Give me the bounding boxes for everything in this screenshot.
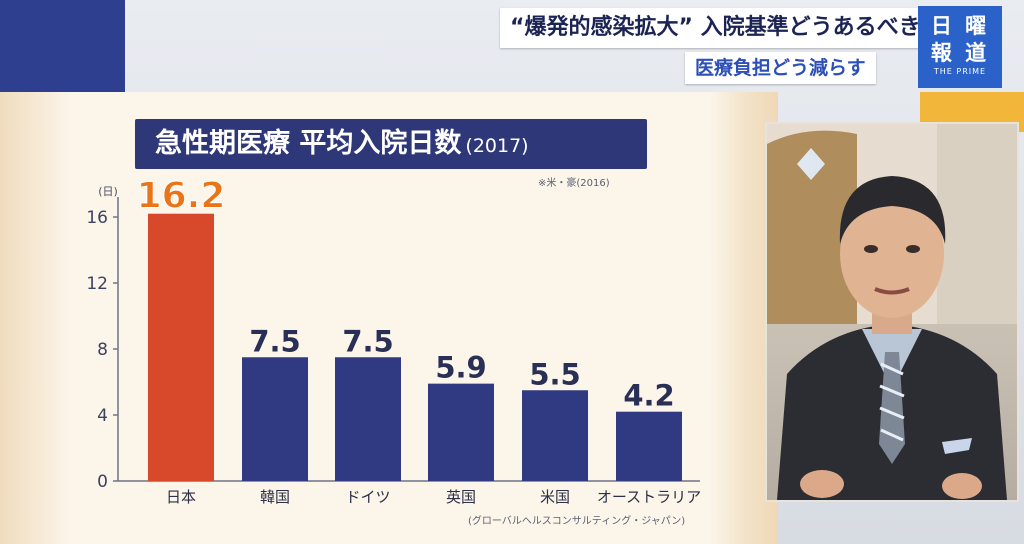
y-tick-label: 4 — [97, 406, 108, 426]
category-label: オーストラリア — [597, 488, 701, 506]
bar-value-label: 4.2 — [623, 379, 674, 413]
bar-value-label: 5.5 — [529, 357, 580, 391]
bar-chart: (日) 0 4 8 12 16 16.2 日本 7.5 韓国 7.5 ドイツ 5.9 英国 5.5 米国 4.… — [86, 175, 701, 506]
bar — [242, 357, 308, 481]
category-label: 米国 — [540, 488, 570, 506]
bar — [522, 390, 588, 481]
studio-blue-panel — [0, 0, 125, 92]
y-axis-unit: (日) — [98, 185, 118, 198]
bar — [428, 383, 494, 481]
bar — [616, 411, 682, 481]
chart-title-year: (2017) — [465, 135, 529, 157]
bar-value-label: 5.9 — [435, 351, 486, 385]
category-label: 英国 — [446, 488, 476, 506]
commentator-figure — [767, 124, 1017, 500]
headline: “爆発的感染拡大” 入院基準どうあるべき — [500, 8, 931, 48]
y-tick-label: 8 — [97, 340, 108, 360]
chart-title: 急性期医療 平均入院日数 — [155, 128, 462, 159]
commentator-video — [765, 122, 1019, 502]
y-tick-label: 12 — [86, 274, 108, 294]
y-tick-label: 16 — [86, 208, 108, 228]
y-tick-label: 0 — [97, 472, 108, 492]
bar — [148, 213, 214, 481]
logo-line1: 日 曜 — [930, 14, 990, 38]
chart-source: (グローバルヘルスコンサルティング・ジャパン) — [468, 516, 686, 527]
subheadline: 医療負担どう減らす — [685, 52, 876, 84]
category-label: 日本 — [166, 488, 196, 506]
bar-value-label: 7.5 — [249, 324, 300, 358]
logo-line2: 報 道 — [930, 41, 990, 65]
bar-value-label: 7.5 — [342, 324, 393, 358]
chart-note: ※米・豪(2016) — [538, 178, 610, 189]
program-logo: 日 曜 報 道 THE PRIME — [918, 6, 1002, 88]
bar-value-label: 16.2 — [137, 176, 226, 217]
bar — [335, 357, 401, 481]
chart-title-box: 急性期医療 平均入院日数 (2017) — [135, 119, 647, 169]
logo-line3: THE PRIME — [933, 67, 987, 76]
category-label: 韓国 — [260, 488, 290, 506]
category-label: ドイツ — [345, 488, 390, 506]
